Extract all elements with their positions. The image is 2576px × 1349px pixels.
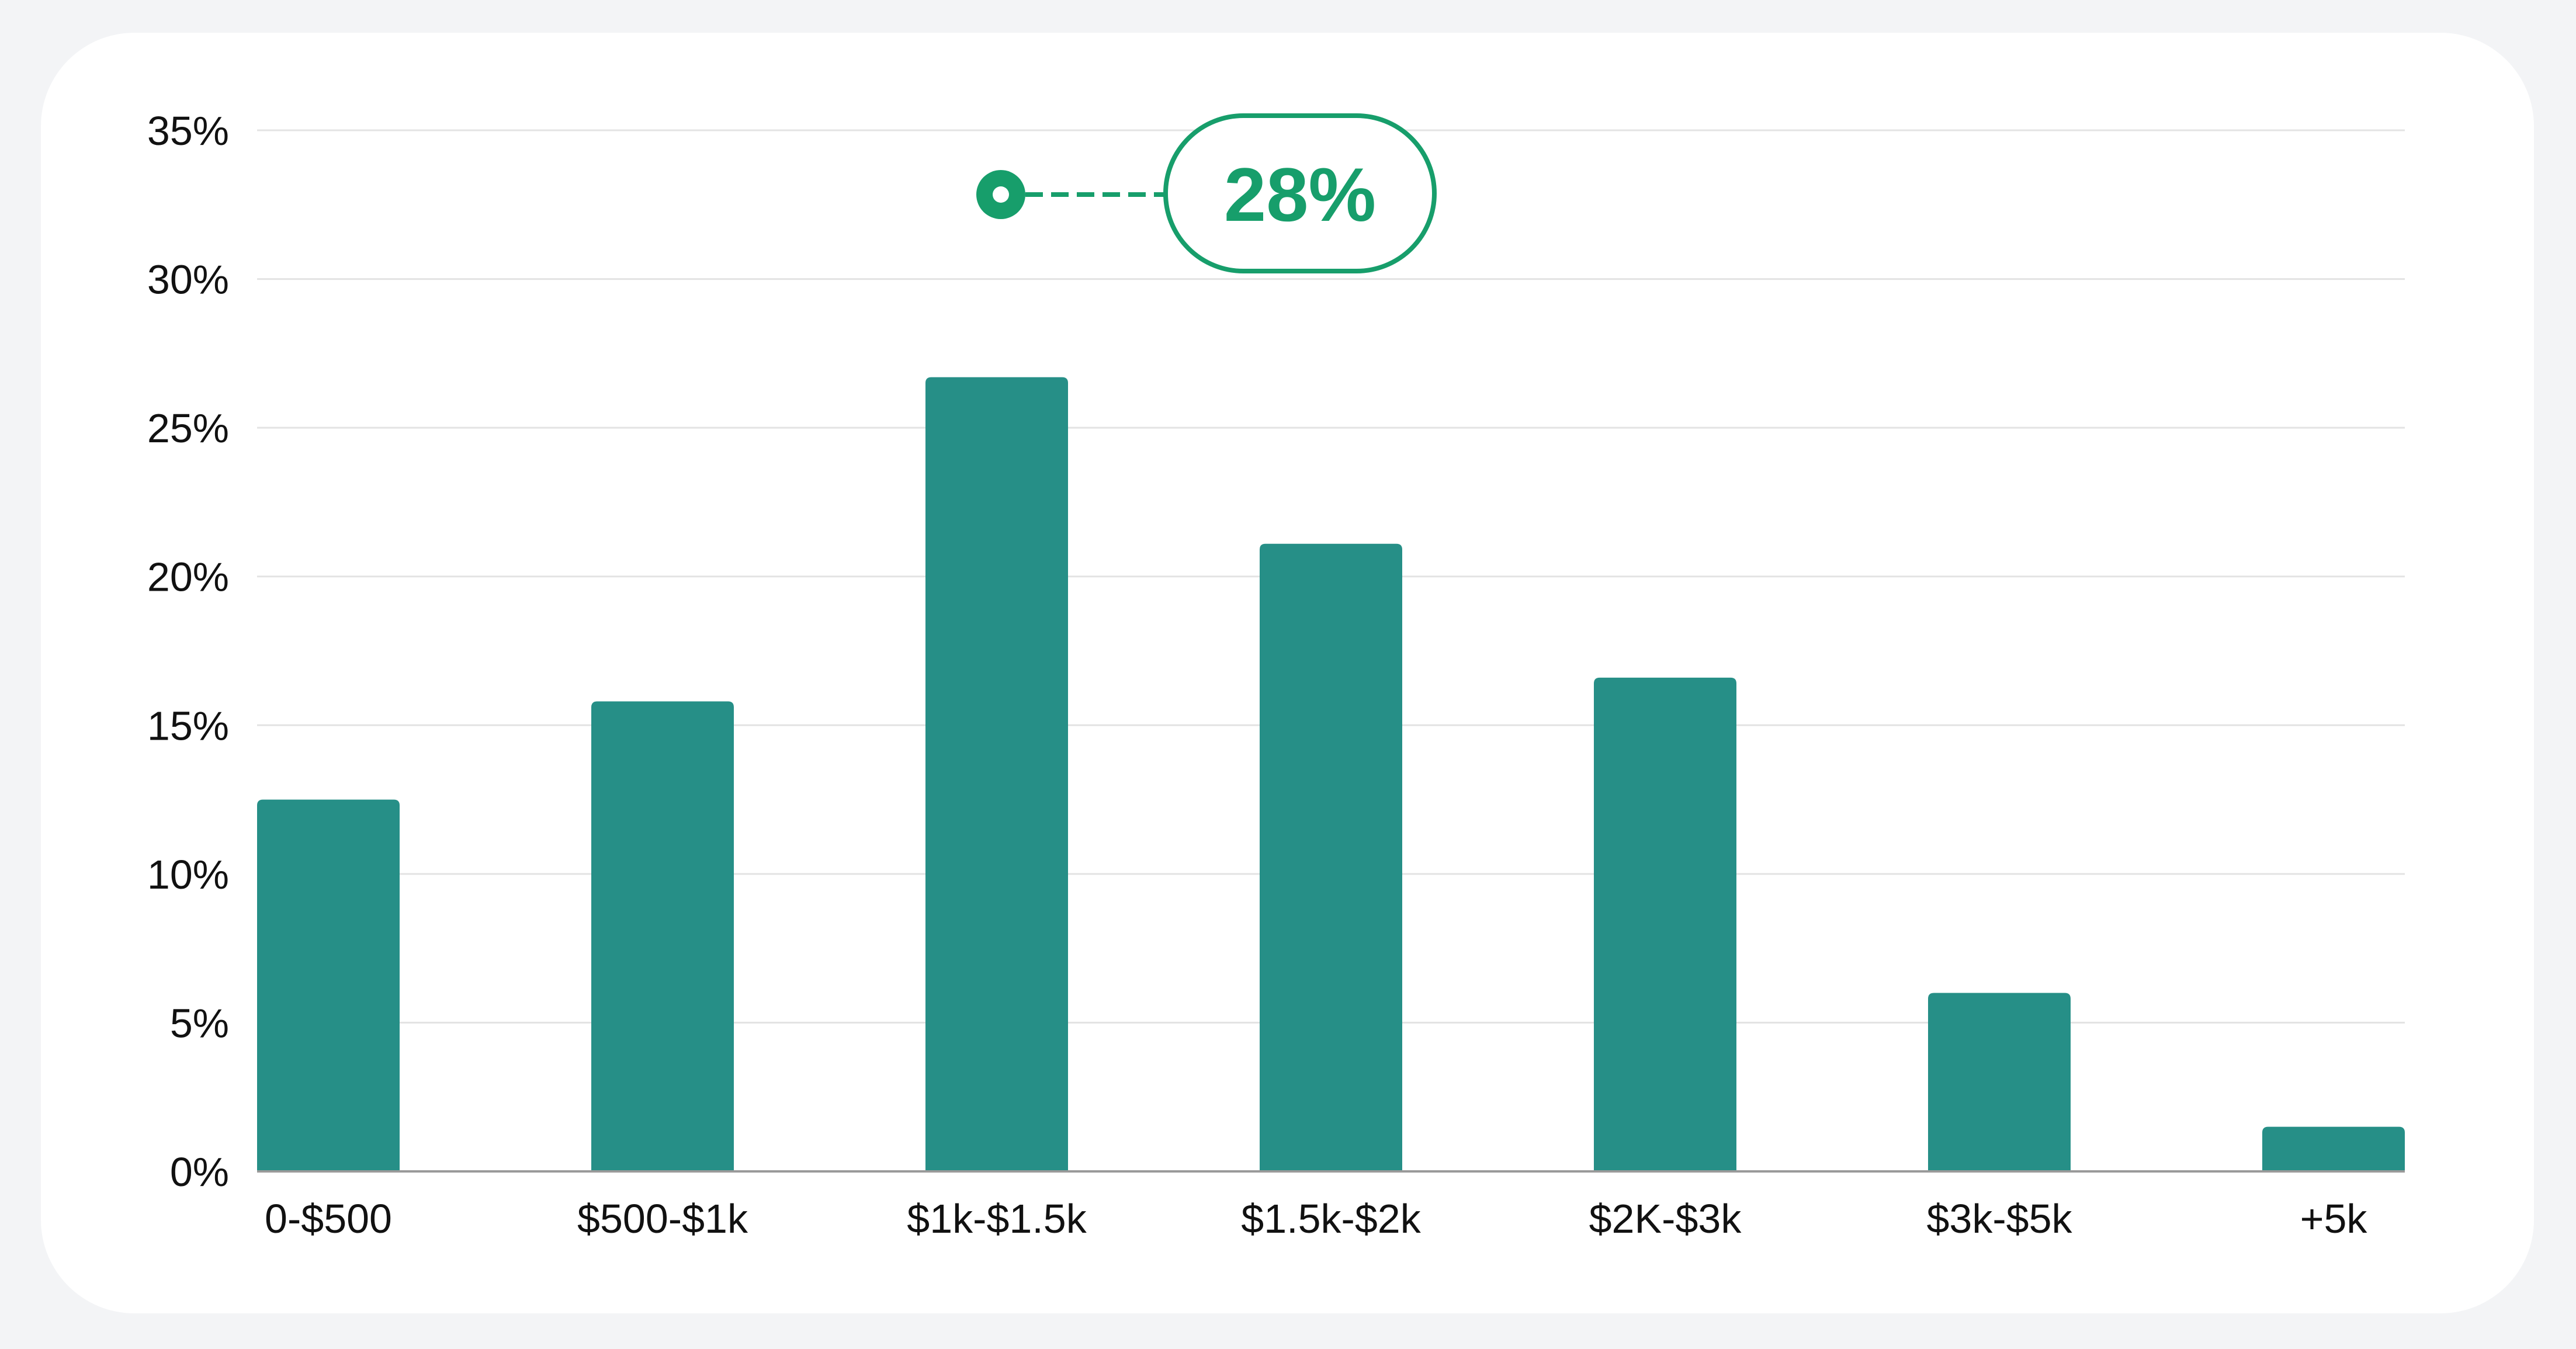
x-tick-label: $1.5k-$2k: [1241, 1196, 1421, 1242]
bar: [1260, 543, 1402, 1172]
bar: [925, 377, 1068, 1171]
x-tick-label: +5k: [2300, 1196, 2368, 1242]
x-tick-label: 0-$500: [265, 1196, 392, 1242]
x-tick-label: $1k-$1.5k: [907, 1196, 1087, 1242]
bar: [1928, 993, 2071, 1171]
bar: [257, 799, 400, 1171]
y-tick-label: 35%: [147, 108, 229, 154]
bar: [1594, 677, 1736, 1171]
y-tick-label: 10%: [147, 852, 229, 897]
bars: [257, 377, 2405, 1172]
y-tick-label: 30%: [147, 257, 229, 303]
callout-value: 28%: [1224, 152, 1376, 237]
x-tick-label: $3k-$5k: [1926, 1196, 2072, 1242]
y-tick-label: 5%: [170, 1000, 229, 1046]
bar: [2262, 1126, 2405, 1171]
y-axis-tick-labels: 0% 5% 10% 15% 20% 25% 30% 35%: [147, 108, 229, 1195]
x-tick-label: $2K-$3k: [1589, 1196, 1742, 1242]
y-tick-label: 20%: [147, 554, 229, 600]
peak-value-callout: 28%: [976, 113, 1437, 273]
y-tick-label: 25%: [147, 405, 229, 451]
y-tick-label: 0%: [170, 1149, 229, 1195]
x-axis-tick-labels: 0-$500 $500-$1k $1k-$1.5k $1.5k-$2k $2K-$3k $…: [265, 1196, 2367, 1242]
callout-marker-center: [993, 186, 1009, 203]
x-tick-label: $500-$1k: [577, 1196, 748, 1242]
callout-pill: [1163, 113, 1437, 273]
y-tick-label: 15%: [147, 703, 229, 748]
bar: [591, 701, 734, 1171]
